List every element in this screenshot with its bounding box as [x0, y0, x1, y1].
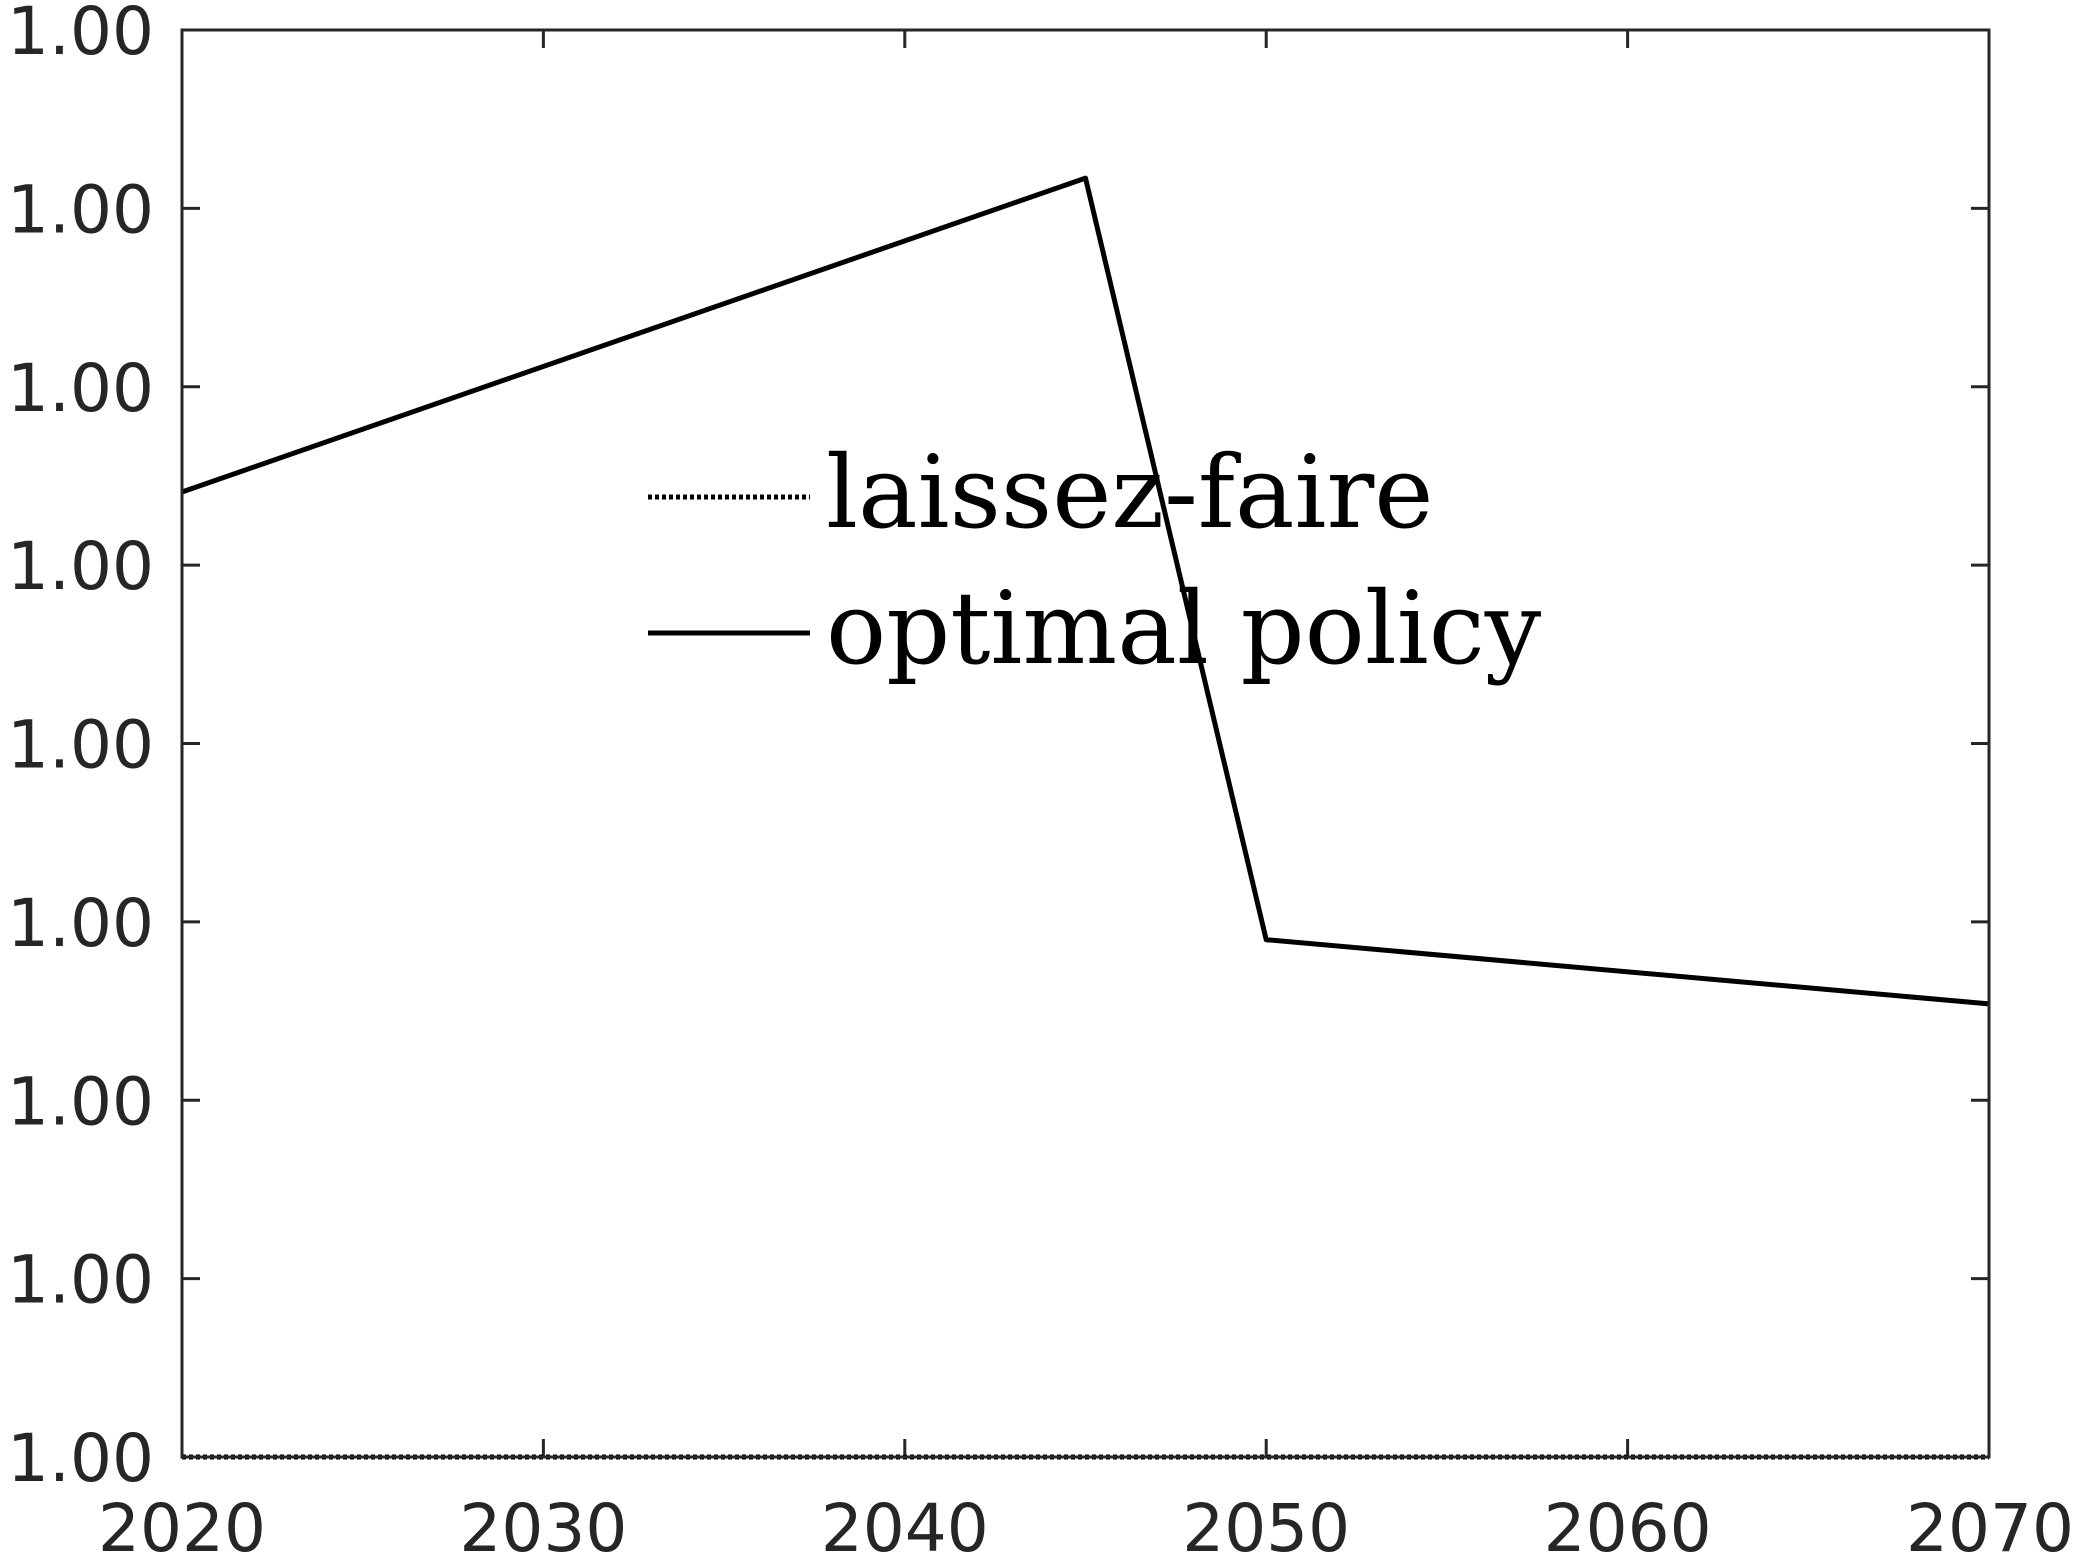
y-tick-label: 1.00: [7, 528, 154, 605]
legend-label-1: optimal policy: [826, 570, 1542, 687]
y-tick-label: 1.00: [7, 350, 154, 427]
x-tick-label: 2020: [98, 1490, 266, 1554]
y-tick-label: 1.00: [7, 171, 154, 248]
x-tick-label: 2030: [459, 1490, 627, 1554]
y-axis-ticks: 1.00 1.00 1.00 1.00 1.00 1.00 1.00 1.00 1.00: [7, 0, 1989, 1497]
x-tick-label: 2040: [821, 1490, 989, 1554]
legend-label-0: laissez-faire: [826, 434, 1433, 551]
y-tick-label: 1.00: [7, 707, 154, 784]
y-tick-label: 1.00: [7, 1420, 154, 1497]
legend: laissez-faire optimal policy: [648, 434, 1542, 687]
y-tick-label: 1.00: [7, 1063, 154, 1140]
y-tick-label: 1.00: [7, 1242, 154, 1319]
x-tick-label: 2070: [1906, 1490, 2074, 1554]
x-tick-label: 2050: [1182, 1490, 1350, 1554]
y-tick-label: 1.00: [7, 0, 154, 70]
series-line-1: [181, 175, 1990, 1007]
y-tick-label: 1.00: [7, 885, 154, 962]
x-tick-label: 2060: [1544, 1490, 1712, 1554]
plot-frame: [180, 28, 1991, 1459]
x-axis-ticks: 2020 2030 2040 2050 2060 2070: [98, 30, 2074, 1554]
